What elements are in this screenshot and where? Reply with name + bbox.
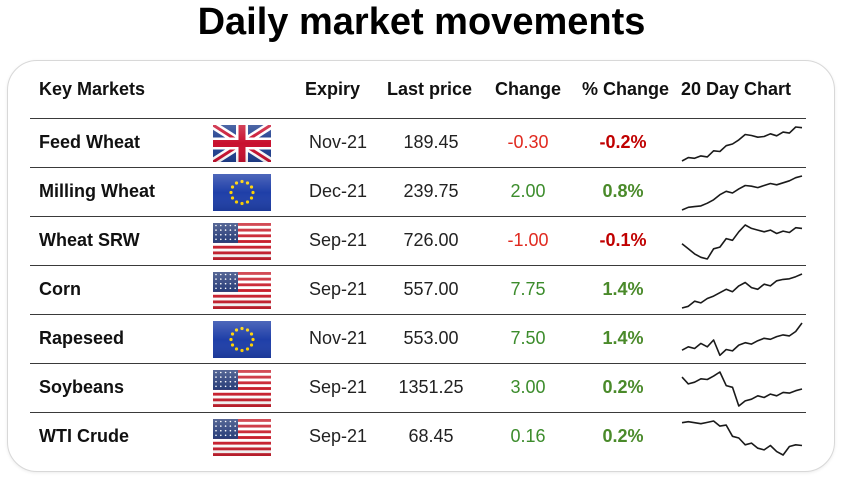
sparkline-path — [681, 322, 803, 357]
sparkline-path — [681, 420, 803, 456]
eu-flag-icon — [213, 321, 271, 358]
header-last-price: Last price — [387, 79, 473, 99]
table-row: WTI Crude Sep-21 68.45 0.16 0.2% — [30, 412, 806, 461]
header-change: Change — [495, 79, 562, 99]
us-flag-icon — [213, 272, 271, 309]
market-name: Corn — [39, 279, 81, 299]
last-price-value: 553.00 — [403, 328, 459, 348]
last-price-value: 239.75 — [403, 181, 459, 201]
row-divider — [30, 314, 806, 315]
change-value: -1.00 — [507, 230, 549, 250]
expiry-value: Nov-21 — [308, 132, 368, 152]
sparkline-20-day — [681, 175, 803, 211]
pct-change-value: 1.4% — [602, 279, 644, 299]
sparkline-20-day — [681, 420, 803, 456]
row-divider — [30, 167, 806, 168]
sparkline-path — [681, 273, 803, 309]
pct-change-value: 0.2% — [602, 426, 644, 446]
change-value: 0.16 — [510, 426, 546, 446]
market-table-card — [7, 60, 835, 472]
row-divider — [30, 412, 806, 413]
eu-flag-icon — [213, 174, 271, 211]
us-flag-icon — [213, 370, 271, 407]
uk-flag-icon — [213, 125, 271, 162]
header-pct-change: % Change — [582, 79, 670, 99]
table-row: Soybeans Sep-21 1351.25 3.00 0.2% — [30, 363, 806, 412]
last-price-value: 557.00 — [403, 279, 459, 299]
table-row: Rapeseed Nov-21 553.00 7.50 1.4% — [30, 314, 806, 363]
market-name: Feed Wheat — [39, 132, 141, 152]
expiry-value: Nov-21 — [308, 328, 368, 348]
row-divider — [30, 363, 806, 364]
market-name: WTI Crude — [39, 426, 129, 446]
row-divider — [30, 118, 806, 119]
pct-change-value: -0.2% — [599, 132, 647, 152]
sparkline-path — [681, 126, 803, 162]
last-price-value: 68.45 — [408, 426, 454, 446]
market-name: Rapeseed — [39, 328, 125, 348]
pct-change-value: 0.2% — [602, 377, 644, 397]
change-value: 7.50 — [510, 328, 546, 348]
market-name: Wheat SRW — [39, 230, 140, 250]
sparkline-path — [681, 224, 803, 260]
expiry-value: Dec-21 — [308, 181, 368, 201]
page-title: Daily market movements — [197, 1, 646, 43]
us-flag-icon — [213, 223, 271, 260]
row-divider — [30, 216, 806, 217]
expiry-value: Sep-21 — [308, 377, 368, 397]
change-value: 7.75 — [510, 279, 546, 299]
last-price-value: 189.45 — [403, 132, 459, 152]
header-20-day-chart: 20 Day Chart — [681, 79, 792, 99]
sparkline-20-day — [681, 126, 803, 162]
market-name: Soybeans — [39, 377, 125, 397]
header-expiry: Expiry — [305, 79, 361, 99]
sparkline-20-day — [681, 322, 803, 357]
row-divider — [30, 265, 806, 266]
table-row: Feed Wheat Nov-21 189.45 -0.30 -0.2% — [30, 118, 806, 167]
pct-change-value: 0.8% — [602, 181, 644, 201]
table-row: Corn Sep-21 557.00 7.75 1.4% — [30, 265, 806, 314]
expiry-value: Sep-21 — [308, 230, 368, 250]
header-key-markets: Key Markets — [39, 79, 146, 99]
pct-change-value: -0.1% — [599, 230, 647, 250]
sparkline-20-day — [681, 273, 803, 309]
expiry-value: Sep-21 — [308, 279, 368, 299]
table-row: Milling Wheat Dec-21 239.75 2.00 0.8% — [30, 167, 806, 216]
last-price-value: 726.00 — [403, 230, 459, 250]
sparkline-path — [681, 371, 803, 407]
us-flag-icon — [213, 419, 271, 456]
pct-change-value: 1.4% — [602, 328, 644, 348]
sparkline-20-day — [681, 371, 803, 407]
table-row: Wheat SRW Sep-21 726.00 -1.00 -0.1% — [30, 216, 806, 265]
expiry-value: Sep-21 — [308, 426, 368, 446]
market-name: Milling Wheat — [39, 181, 155, 201]
change-value: 2.00 — [510, 181, 546, 201]
change-value: -0.30 — [507, 132, 549, 152]
change-value: 3.00 — [510, 377, 546, 397]
last-price-value: 1351.25 — [398, 377, 464, 397]
sparkline-20-day — [681, 224, 803, 260]
sparkline-path — [681, 175, 803, 211]
